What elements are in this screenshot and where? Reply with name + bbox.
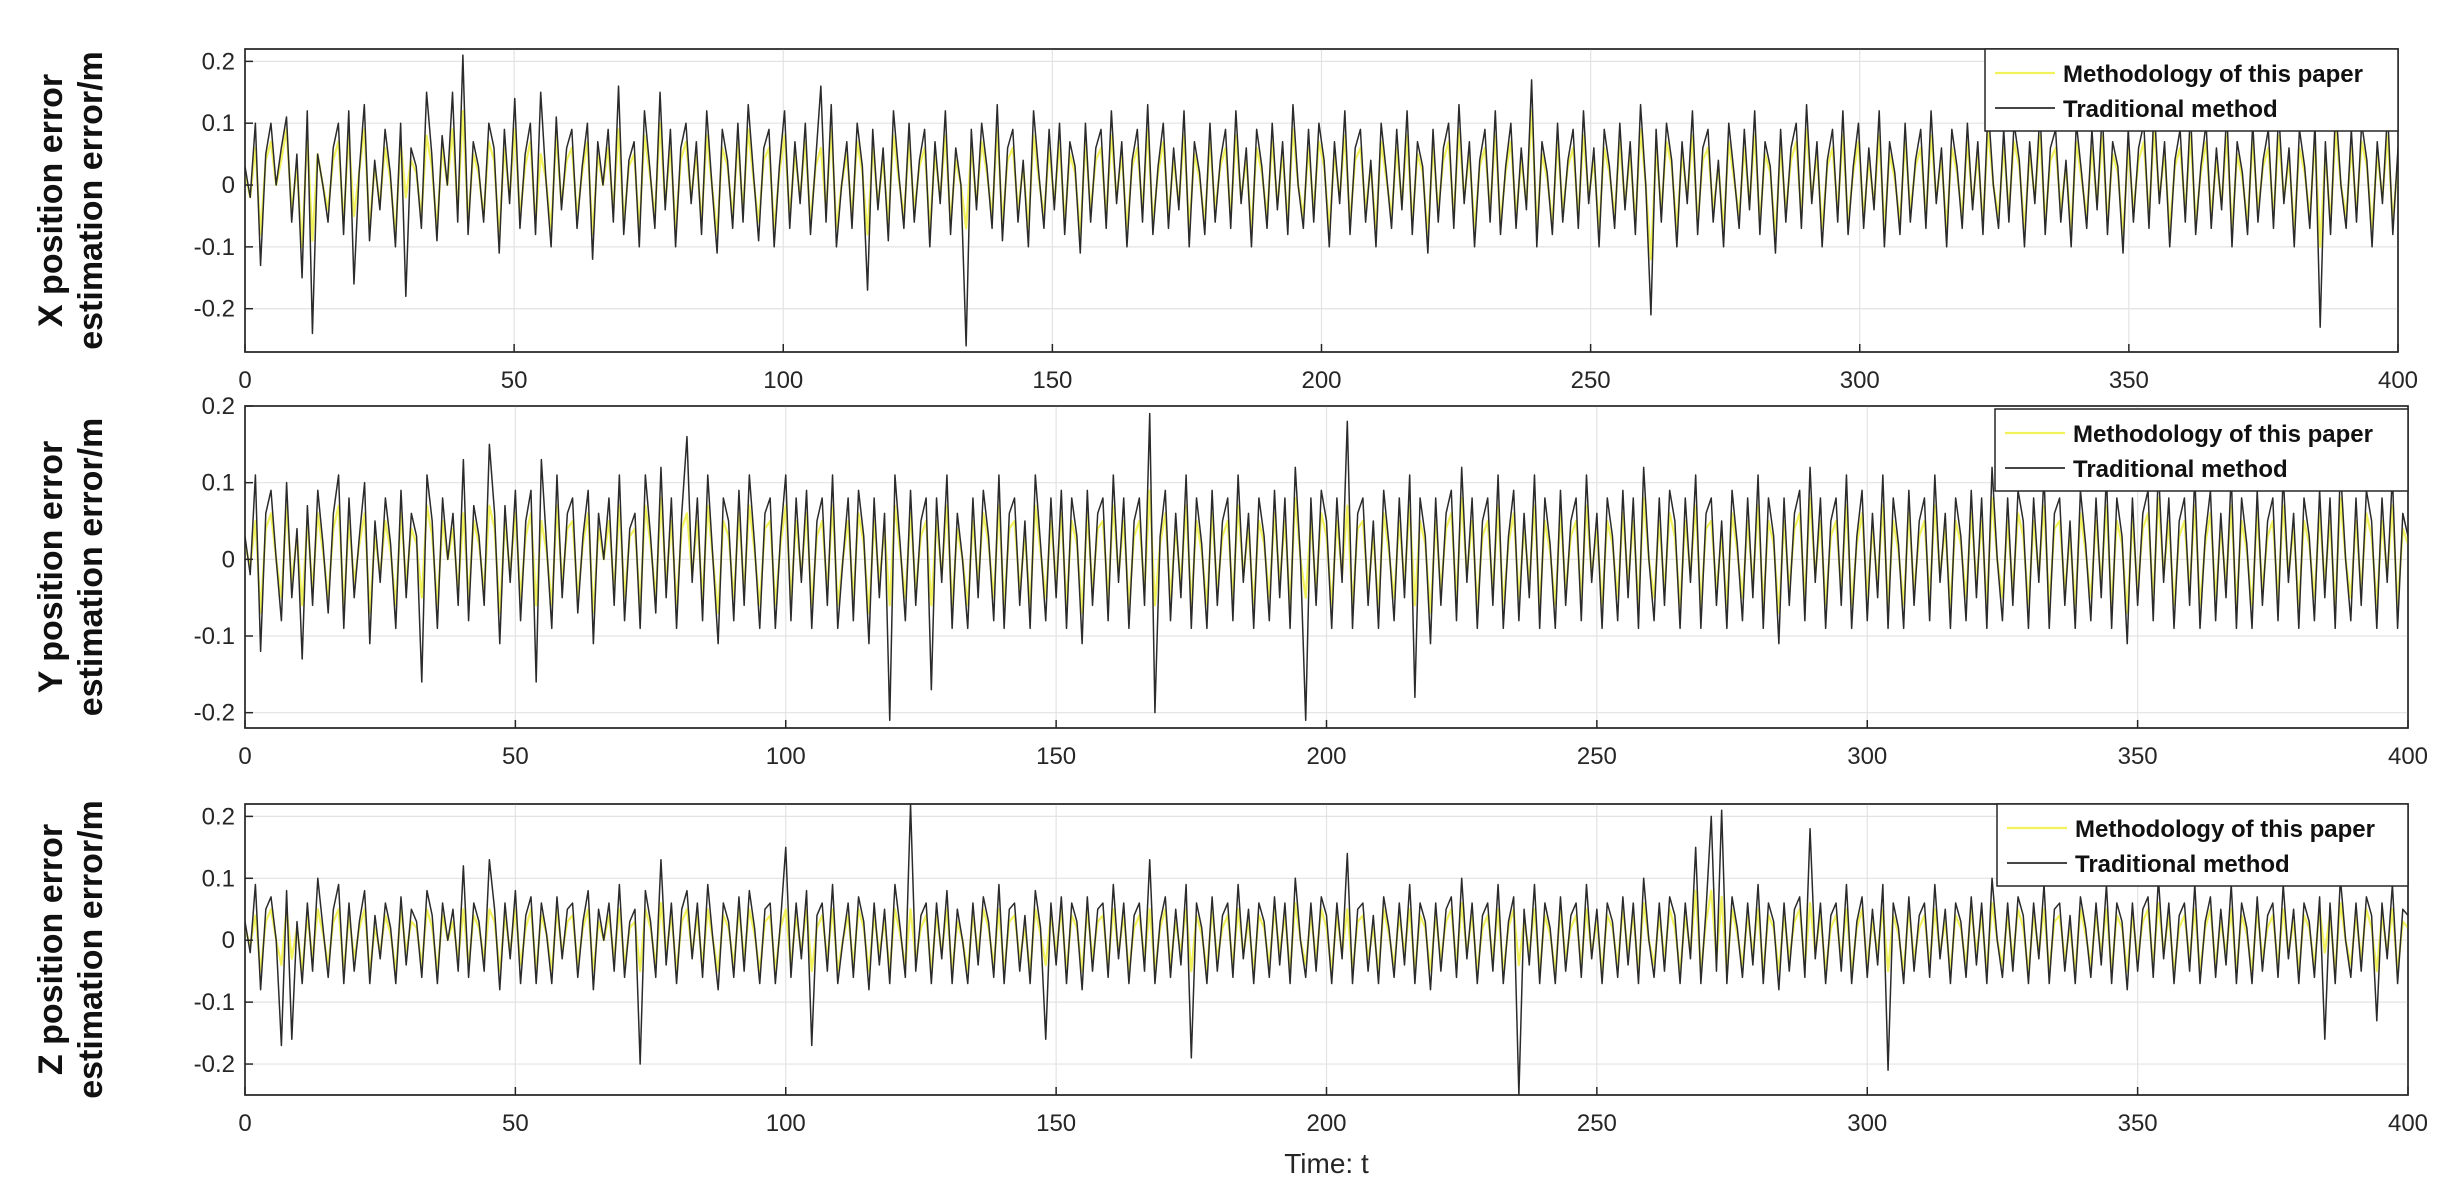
x-tick-label: 100 (763, 367, 803, 394)
x-tick-label: 400 (2378, 367, 2418, 394)
x-tick-label: 150 (1032, 367, 1072, 394)
y-tick-label: 0 (222, 927, 235, 954)
y-tick-label: 0.2 (202, 393, 235, 420)
legend-entry-label: Methodology of this paper (2073, 421, 2373, 448)
x-tick-label: 250 (1571, 367, 1611, 394)
y-axis-label-line: estimation error/m (72, 418, 110, 717)
legend-entry-label: Methodology of this paper (2075, 816, 2375, 843)
y-axis-label-line: estimation error/m (72, 800, 110, 1099)
y-tick-label: -0.2 (194, 296, 235, 323)
chart-panel-2: 0 50 100 150 200 250 300 350 400 -0.2 -0.1 0 0.1 0.2 Y… (32, 393, 2428, 770)
y-tick-label: -0.2 (194, 700, 235, 727)
legend-box (1984, 48, 2399, 132)
series-line-traditional (245, 412, 2408, 722)
y-axis-label: Z position errorestimation error/m (32, 800, 110, 1099)
y-tick-label: 0.2 (202, 803, 235, 830)
legend: Methodology of this paper Traditional met… (1996, 803, 2409, 887)
x-tick-label: 50 (501, 367, 528, 394)
y-tick-label: -0.2 (194, 1051, 235, 1078)
legend-box (1994, 408, 2409, 492)
x-tick-label: 250 (1577, 743, 1617, 770)
x-tick-label: 350 (2118, 1110, 2158, 1137)
y-axis-label-line: estimation error/m (72, 51, 110, 350)
x-tick-label: 250 (1577, 1110, 1617, 1137)
y-tick-label: -0.1 (194, 623, 235, 650)
y-axis-label-line: Z position error (32, 824, 70, 1075)
legend: Methodology of this paper Traditional met… (1994, 408, 2409, 492)
x-tick-label: 400 (2388, 743, 2428, 770)
x-tick-label: 200 (1301, 367, 1341, 394)
legend-entry-label: Traditional method (2063, 96, 2278, 123)
x-tick-label: 300 (1847, 743, 1887, 770)
x-tick-label: 300 (1847, 1110, 1887, 1137)
x-axis-label: Time: t (1284, 1148, 1369, 1179)
y-tick-label: 0 (222, 546, 235, 573)
y-tick-label: -0.1 (194, 234, 235, 261)
legend: Methodology of this paper Traditional met… (1984, 48, 2399, 132)
x-tick-label: 0 (238, 367, 251, 394)
x-tick-label: 150 (1036, 743, 1076, 770)
y-tick-label: 0.1 (202, 110, 235, 137)
legend-box (1996, 803, 2409, 887)
y-tick-label: 0 (222, 172, 235, 199)
legend-entry-label: Traditional method (2075, 851, 2290, 878)
y-axis-label-line: X position error (32, 74, 70, 327)
x-tick-label: 0 (238, 743, 251, 770)
chart-panel-3: 0 50 100 150 200 250 300 350 400 -0.2 -0.1 0 0.1 0.2 Z… (32, 800, 2428, 1179)
y-axis-label-line: Y position error (32, 441, 70, 694)
y-tick-label: -0.1 (194, 989, 235, 1016)
y-axis-label: Y position errorestimation error/m (32, 418, 110, 717)
x-tick-label: 200 (1306, 743, 1346, 770)
x-tick-label: 150 (1036, 1110, 1076, 1137)
x-tick-label: 50 (502, 1110, 529, 1137)
x-tick-label: 400 (2388, 1110, 2428, 1137)
y-tick-label: 0.2 (202, 48, 235, 75)
series-line-traditional (245, 804, 2408, 1095)
y-tick-label: 0.1 (202, 865, 235, 892)
chart-panel-1: 0 50 100 150 200 250 300 350 400 -0.2 -0.1 0 0.1 0.2 X… (32, 48, 2418, 394)
y-axis-label: X position errorestimation error/m (32, 51, 110, 350)
x-tick-label: 0 (238, 1110, 251, 1137)
x-tick-label: 100 (766, 743, 806, 770)
x-tick-label: 350 (2109, 367, 2149, 394)
legend-entry-label: Traditional method (2073, 456, 2288, 483)
x-tick-label: 100 (766, 1110, 806, 1137)
x-tick-label: 350 (2118, 743, 2158, 770)
x-tick-label: 200 (1306, 1110, 1346, 1137)
legend-entry-label: Methodology of this paper (2063, 61, 2363, 88)
x-tick-label: 50 (502, 743, 529, 770)
x-tick-label: 300 (1840, 367, 1880, 394)
y-tick-label: 0.1 (202, 470, 235, 497)
